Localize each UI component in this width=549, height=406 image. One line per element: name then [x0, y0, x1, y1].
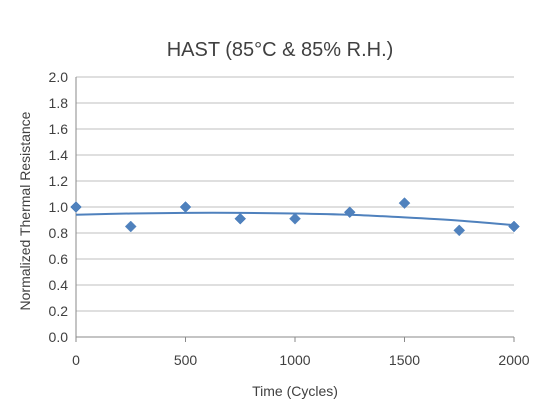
data-point [398, 197, 411, 209]
y-tick-label: 0.2 [49, 303, 69, 319]
y-tick-label: 0.0 [49, 329, 69, 345]
y-tick-label: 0.8 [49, 225, 69, 241]
data-point [234, 212, 247, 225]
y-tick-label: 2.0 [49, 69, 69, 85]
data-points [70, 197, 520, 237]
data-point [343, 206, 356, 219]
y-tick-label: 1.8 [49, 95, 69, 111]
y-axis-label: Normalized Thermal Resistance [17, 111, 33, 310]
axes [75, 77, 515, 342]
y-tick-label: 0.4 [49, 277, 69, 293]
data-point [508, 220, 520, 233]
x-tick-label: 500 [174, 352, 198, 368]
x-tick-label: 2000 [498, 352, 529, 368]
data-point [70, 201, 82, 213]
data-point [179, 201, 192, 213]
chart-title: HAST (85°C & 85% R.H.) [167, 39, 394, 61]
x-axis-label: Time (Cycles) [252, 383, 338, 399]
x-tick-label: 1500 [389, 352, 420, 368]
y-tick-label: 1.2 [49, 173, 69, 189]
grid-lines [76, 76, 514, 312]
y-tick-label: 1.6 [49, 121, 69, 137]
data-point [289, 212, 301, 225]
y-tick-label: 1.0 [49, 199, 69, 215]
x-tick-label: 1000 [279, 352, 310, 368]
data-point [124, 220, 137, 233]
tick-labels: 0.0 0.2 0.4 0.6 0.8 1.0 1.2 1.4 1.6 1.8 2.0 0 500 100… [49, 69, 530, 368]
y-tick-label: 0.6 [49, 251, 69, 267]
x-tick-label: 0 [72, 352, 80, 368]
y-tick-label: 1.4 [49, 147, 69, 163]
data-point [453, 224, 466, 237]
